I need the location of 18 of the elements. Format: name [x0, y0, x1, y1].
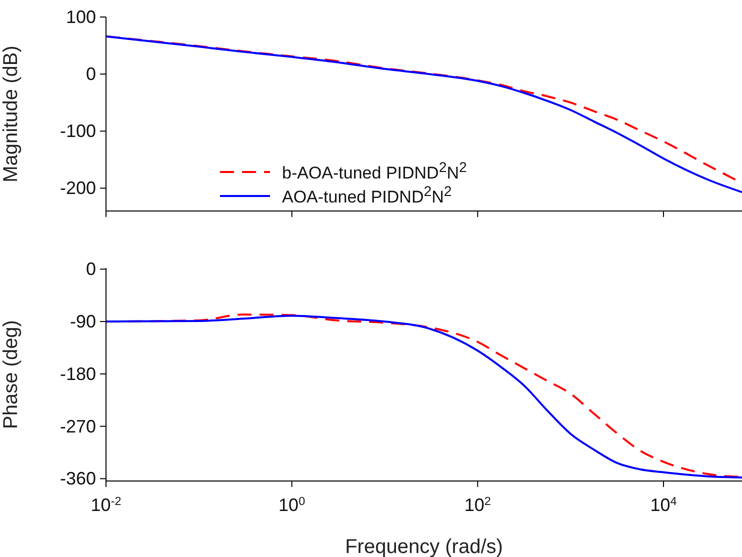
legend-label: AOA-tuned PIDND$^{2}$N$^{2}$ [282, 184, 452, 208]
y-tick-label: -360 [60, 468, 96, 489]
y-axis-title: Phase (deg) [0, 320, 22, 429]
y-tick-label: -270 [60, 416, 96, 436]
y-tick-label: -200 [60, 178, 96, 198]
x-axis-title: Frequency (rad/s) [345, 536, 503, 557]
y-tick-label: -180 [60, 364, 96, 384]
y-tick-label: 0 [86, 259, 96, 280]
y-tick-label: 100 [66, 7, 96, 27]
x-tick-label: 10$^{-2}$ [90, 494, 122, 515]
x-tick-label: 10$^{4}$ [650, 494, 678, 515]
x-tick-label: 10$^{2}$ [464, 494, 491, 515]
x-tick-label: 10$^{0}$ [278, 494, 306, 515]
y-tick-label: -90 [70, 312, 96, 332]
y-tick-label: -100 [60, 121, 96, 142]
y-tick-label: 0 [86, 64, 96, 84]
legend-label: b-AOA-tuned PIDND$^{2}$N$^{2}$ [282, 160, 467, 184]
y-axis-title: Magnitude (dB) [0, 46, 22, 182]
